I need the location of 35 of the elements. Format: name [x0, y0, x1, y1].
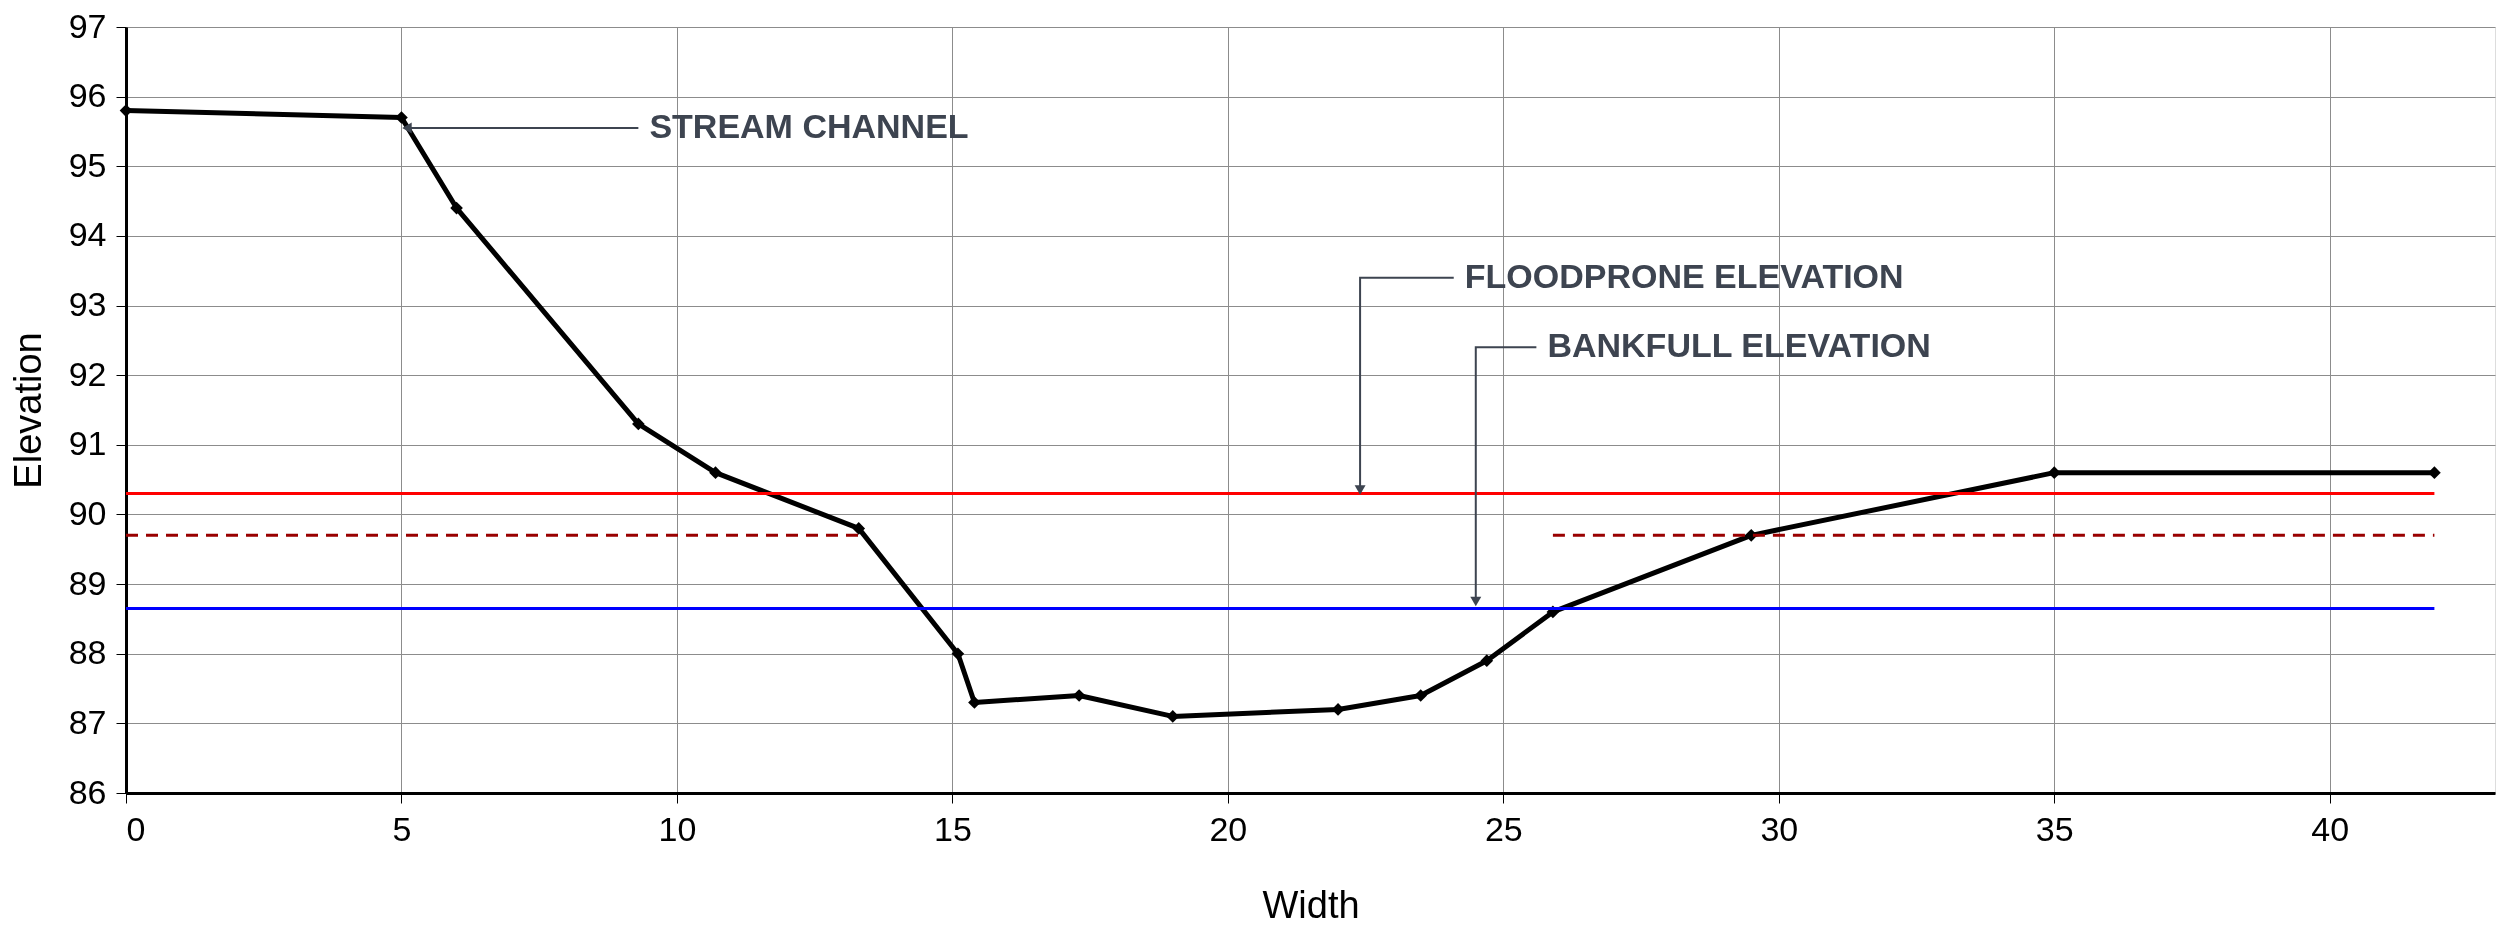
y-tick-label: 89 [68, 563, 107, 602]
y-tick-label: 95 [68, 145, 107, 184]
x-tick-label: 40 [2311, 809, 2350, 848]
y-tick-label: 94 [68, 215, 107, 254]
point [1166, 710, 1180, 723]
y-tick-label: 92 [68, 354, 107, 393]
x-tick-label: 25 [1484, 809, 1523, 848]
x-tick-label: 35 [2035, 809, 2074, 848]
point [1414, 689, 1428, 702]
x-tick-label: 20 [1209, 809, 1248, 848]
point [632, 417, 645, 431]
point [1480, 654, 1494, 668]
point [951, 647, 965, 661]
y-tick-label: 90 [68, 493, 107, 532]
x-tick-label: 10 [658, 809, 697, 848]
y-tick-label: 86 [68, 772, 107, 811]
y-tick-label: 96 [68, 76, 107, 115]
x-tick-label: 30 [1760, 809, 1799, 848]
point [852, 522, 866, 535]
point [1072, 689, 1086, 702]
x-tick-label: 5 [392, 809, 412, 848]
x-tick-label: 15 [933, 809, 972, 848]
y-axis-title: Elevation [6, 332, 49, 489]
x-axis-title: Width [1262, 883, 1360, 926]
y-tick-label: 97 [68, 6, 107, 45]
point [450, 201, 463, 215]
y-tick-label: 93 [68, 285, 107, 324]
y-tick-label: 91 [68, 424, 107, 463]
point [119, 104, 133, 117]
point [1331, 703, 1345, 716]
point [709, 466, 722, 479]
point [2047, 466, 2061, 479]
y-tick-label: 87 [68, 702, 107, 741]
x-tick-label: 0 [126, 809, 146, 848]
y-tick-label: 88 [68, 633, 107, 672]
